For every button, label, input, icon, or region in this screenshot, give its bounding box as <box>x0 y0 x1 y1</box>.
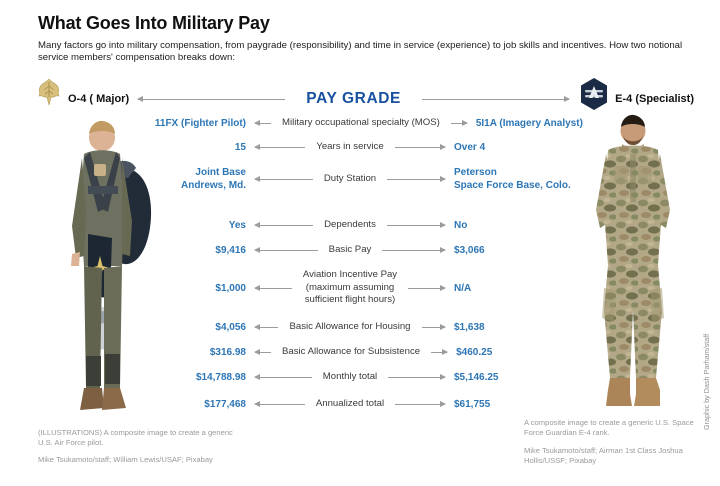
right-arrow <box>431 348 449 355</box>
left-arrow <box>254 246 318 253</box>
paygrade-title: PAY GRADE <box>306 90 401 107</box>
comparison-row-monthly-total: $14,788.98 Monthly total $5,146.25 <box>140 364 576 391</box>
left-arrow <box>253 221 314 228</box>
right-arrow <box>382 246 446 253</box>
row-label: Aviation Incentive Pay (maximum assuming… <box>302 269 398 306</box>
left-value: $1,000 <box>215 282 246 294</box>
right-arrow <box>450 119 468 126</box>
left-arrow <box>254 401 305 407</box>
right-value: No <box>454 219 468 231</box>
left-value: $14,788.98 <box>195 372 246 383</box>
air-force-pilot-photo <box>50 116 162 429</box>
graphic-credit: Graphic by Dash Parham/staff <box>702 333 711 430</box>
left-arrow <box>253 143 306 150</box>
right-value: $5,146.25 <box>454 372 499 383</box>
paygrade-band: O-4 ( Major) PAY GRADE E-4 (Specialist) <box>34 77 694 116</box>
major-oak-leaf-icon <box>34 77 64 112</box>
right-value: 5I1A (Imagery Analyst) <box>475 117 583 129</box>
left-photo-credit: Mike Tsukamoto/staff; William Lewis/USAF… <box>38 455 213 464</box>
page-subtitle: Many factors go into military compensati… <box>38 40 683 64</box>
left-value: Yes <box>228 219 246 231</box>
comparison-row-annualized-total: $177,468 Annualized total $61,755 <box>140 391 576 418</box>
row-label: Annualized total <box>315 398 385 410</box>
row-label: Monthly total <box>322 371 378 383</box>
comparison-table: 11FX (Fighter Pilot) Military occupation… <box>140 112 583 418</box>
left-arrow <box>253 323 279 330</box>
row-label: Basic Allowance for Housing <box>289 320 411 332</box>
row-label: Military occupational specialty (MOS) <box>282 116 440 128</box>
right-photo-caption: A composite image to create a generic U.… <box>524 418 694 438</box>
comparison-row-bah: $4,056 Basic Allowance for Housing $1,63… <box>140 314 576 340</box>
right-arrow <box>408 284 446 291</box>
left-value: 11FX (Fighter Pilot) <box>154 117 246 129</box>
comparison-row-mos: 11FX (Fighter Pilot) Military occupation… <box>140 112 583 134</box>
comparison-row-years: 15 Years in service Over 4 <box>140 134 576 160</box>
specialist-insignia-icon <box>578 77 610 116</box>
left-arrow <box>254 119 271 126</box>
left-value: 15 <box>234 141 246 153</box>
right-photo-credit: Mike Tsukamoto/staff; Airman 1st Class J… <box>524 446 683 466</box>
row-label: Basic Pay <box>328 243 372 255</box>
right-arrow <box>388 374 446 380</box>
space-force-guardian-photo <box>572 110 694 425</box>
left-photo-caption: (ILLUSTRATIONS) A composite image to cre… <box>38 428 233 448</box>
right-value: Peterson Space Force Base, Colo. <box>454 167 571 191</box>
left-arrow <box>254 374 312 380</box>
right-value: $1,638 <box>454 321 485 333</box>
row-label: Basic Allowance for Subsistence <box>282 345 421 357</box>
right-rank-label: E-4 (Specialist) <box>615 93 694 105</box>
page-title: What Goes Into Military Pay <box>38 13 270 33</box>
right-value: $460.25 <box>456 346 493 358</box>
paygrade-right-line <box>421 95 571 102</box>
right-value: Over 4 <box>454 141 486 153</box>
left-value: $316.98 <box>209 346 246 358</box>
row-label: Years in service <box>316 140 384 152</box>
comparison-row-aviation-incentive: $1,000 Aviation Incentive Pay (maximum a… <box>140 262 576 314</box>
left-value: $9,416 <box>215 244 246 256</box>
comparison-row-basic-pay: $9,416 Basic Pay $3,066 <box>140 238 576 262</box>
left-value: $177,468 <box>204 399 246 410</box>
row-label: Duty Station <box>323 172 377 184</box>
comparison-row-duty-station: Joint Base Andrews, Md. Duty Station Pet… <box>140 160 576 198</box>
right-arrow <box>395 401 446 407</box>
row-label: Dependents <box>324 218 376 230</box>
right-arrow <box>387 175 446 182</box>
comparison-row-dependents: Yes Dependents No <box>140 212 576 238</box>
right-arrow <box>386 221 447 228</box>
left-arrow <box>254 175 313 182</box>
left-value: Joint Base Andrews, Md. <box>180 167 246 191</box>
right-value: $3,066 <box>454 244 485 256</box>
left-arrow <box>254 284 292 291</box>
right-value: N/A <box>454 282 472 294</box>
right-arrow <box>421 323 447 330</box>
comparison-row-bas: $316.98 Basic Allowance for Subsistence … <box>140 340 576 364</box>
left-arrow <box>254 348 271 355</box>
right-value: $61,755 <box>454 399 491 410</box>
paygrade-left-line <box>137 95 286 102</box>
right-arrow <box>394 143 447 150</box>
left-rank-label: O-4 ( Major) <box>68 93 130 105</box>
left-value: $4,056 <box>215 321 246 333</box>
